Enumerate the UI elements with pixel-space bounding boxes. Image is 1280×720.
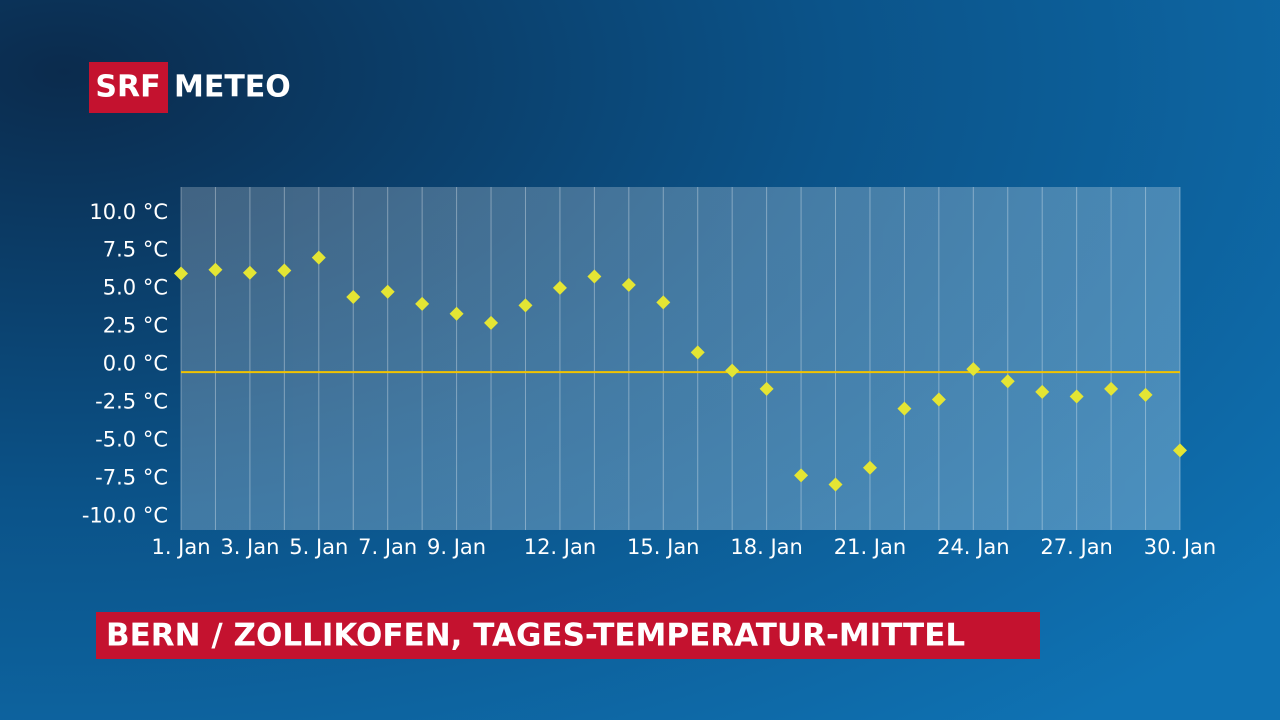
data-point [552, 280, 567, 295]
data-point [380, 284, 395, 299]
x-tick-label: 3. Jan [220, 535, 279, 559]
y-tick-label: 0.0 °C [103, 352, 168, 376]
y-tick-label: -2.5 °C [95, 390, 168, 414]
y-tick-label: -5.0 °C [95, 427, 168, 451]
x-tick-label: 9. Jan [427, 535, 486, 559]
plot-area [181, 187, 1180, 530]
y-tick-label: 5.0 °C [103, 276, 168, 300]
data-point [311, 250, 326, 265]
data-point [518, 298, 533, 313]
data-point [174, 266, 188, 281]
x-tick-label: 5. Jan [289, 535, 348, 559]
y-tick-label: -7.5 °C [95, 465, 168, 489]
data-point [242, 265, 257, 280]
data-point [621, 277, 636, 292]
x-tick-label: 21. Jan [834, 535, 906, 559]
x-tick-label: 15. Jan [627, 535, 699, 559]
data-point [277, 263, 292, 278]
data-point [587, 269, 602, 284]
data-point [828, 477, 843, 492]
x-tick-label: 7. Jan [358, 535, 417, 559]
x-tick-label: 27. Jan [1040, 535, 1112, 559]
data-point [1000, 374, 1015, 389]
data-point [1069, 389, 1084, 404]
x-tick-label: 18. Jan [730, 535, 802, 559]
data-point [759, 381, 774, 396]
data-point [690, 345, 705, 360]
chart-title: BERN / ZOLLIKOFEN, TAGES-TEMPERATUR-MITT… [106, 618, 965, 654]
y-tick-label: -10.0 °C [82, 503, 168, 527]
data-point [966, 362, 981, 377]
x-tick-label: 24. Jan [937, 535, 1009, 559]
data-point [208, 262, 223, 277]
data-point [862, 460, 877, 475]
data-point [1035, 384, 1050, 399]
data-point [1104, 381, 1119, 396]
x-tick-label: 1. Jan [151, 535, 210, 559]
data-point [1173, 443, 1187, 458]
data-point [484, 315, 499, 330]
logo-product: METEO [174, 70, 291, 105]
data-point [897, 401, 912, 416]
data-point [346, 290, 361, 305]
data-point [656, 295, 671, 310]
data-point [415, 296, 430, 311]
data-point [794, 468, 809, 483]
logo-box [89, 62, 168, 113]
data-point [931, 392, 946, 407]
x-tick-label: 12. Jan [524, 535, 596, 559]
data-point [449, 306, 464, 321]
logo-brand: SRF [95, 70, 160, 105]
title-box [96, 612, 1040, 659]
data-point [725, 363, 740, 378]
data-point [1138, 387, 1153, 402]
y-tick-label: 2.5 °C [103, 314, 168, 338]
y-tick-label: 10.0 °C [89, 200, 168, 224]
x-tick-label: 30. Jan [1144, 535, 1216, 559]
y-tick-label: 7.5 °C [103, 238, 168, 262]
